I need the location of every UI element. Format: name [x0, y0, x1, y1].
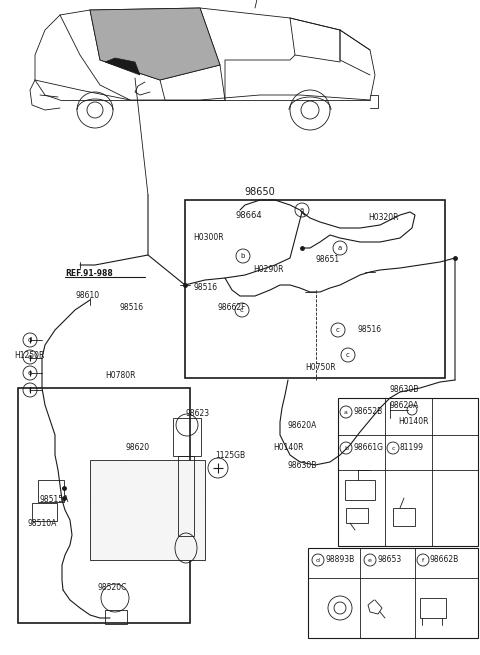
Text: 81199: 81199: [400, 443, 424, 453]
Text: 98653: 98653: [377, 555, 401, 565]
Bar: [346, 508, 368, 523]
Bar: [173, 418, 201, 456]
Bar: [38, 480, 64, 502]
Text: 98650: 98650: [245, 187, 276, 197]
Bar: [420, 598, 446, 618]
Text: 98520C: 98520C: [98, 584, 127, 593]
Text: d: d: [28, 337, 32, 343]
Bar: [338, 398, 478, 546]
Bar: [345, 480, 375, 500]
Text: H0290R: H0290R: [253, 265, 284, 274]
Text: f: f: [29, 387, 31, 393]
Text: a: a: [300, 207, 304, 213]
Text: e: e: [28, 370, 32, 376]
Text: 98661G: 98661G: [353, 443, 383, 453]
Text: 98893B: 98893B: [325, 555, 354, 565]
Polygon shape: [90, 8, 220, 80]
Text: b: b: [344, 445, 348, 451]
Text: 98515A: 98515A: [40, 495, 70, 504]
Bar: [18, 388, 190, 623]
Text: 98516: 98516: [358, 326, 382, 335]
Bar: [393, 508, 415, 526]
Text: 98662B: 98662B: [430, 555, 459, 565]
Text: REF.91-988: REF.91-988: [65, 269, 113, 278]
Text: H1250R: H1250R: [14, 350, 44, 360]
Text: f: f: [422, 557, 424, 563]
Text: 98516: 98516: [193, 282, 217, 291]
Text: 1125GB: 1125GB: [215, 451, 245, 460]
Text: 98630B: 98630B: [287, 460, 316, 470]
Text: 98652B: 98652B: [353, 407, 382, 417]
Bar: [105, 610, 127, 624]
Text: e: e: [368, 557, 372, 563]
Bar: [185, 200, 445, 378]
Text: 98651: 98651: [315, 255, 339, 265]
Text: a: a: [344, 409, 348, 415]
Text: 98620A: 98620A: [287, 421, 316, 430]
Text: d: d: [316, 557, 320, 563]
Text: 98610: 98610: [75, 291, 99, 299]
Text: c: c: [240, 307, 244, 313]
Bar: [308, 548, 478, 638]
Text: 98622: 98622: [108, 464, 132, 472]
Text: 98664: 98664: [235, 210, 262, 219]
Text: 98620A: 98620A: [390, 402, 420, 411]
Text: c: c: [391, 445, 395, 451]
Text: H0780R: H0780R: [105, 371, 135, 379]
Text: H0140R: H0140R: [398, 417, 429, 426]
Text: H0300R: H0300R: [193, 233, 224, 242]
Text: 98620: 98620: [125, 443, 149, 453]
Bar: [32, 503, 57, 521]
Text: c: c: [346, 352, 350, 358]
Polygon shape: [105, 58, 140, 75]
Text: c: c: [336, 327, 340, 333]
Bar: [178, 456, 194, 536]
Text: H0750R: H0750R: [305, 362, 336, 371]
Text: H0320R: H0320R: [368, 212, 398, 221]
Text: b: b: [241, 253, 245, 259]
Text: 98510A: 98510A: [28, 519, 58, 527]
Text: H0140R: H0140R: [273, 443, 303, 451]
Text: 98623: 98623: [185, 409, 209, 417]
Text: a: a: [338, 245, 342, 251]
Text: 98662F: 98662F: [218, 303, 247, 312]
Bar: [90, 460, 205, 560]
Text: 98630B: 98630B: [390, 386, 420, 394]
Text: 98516: 98516: [120, 303, 144, 312]
Text: e: e: [28, 354, 32, 360]
